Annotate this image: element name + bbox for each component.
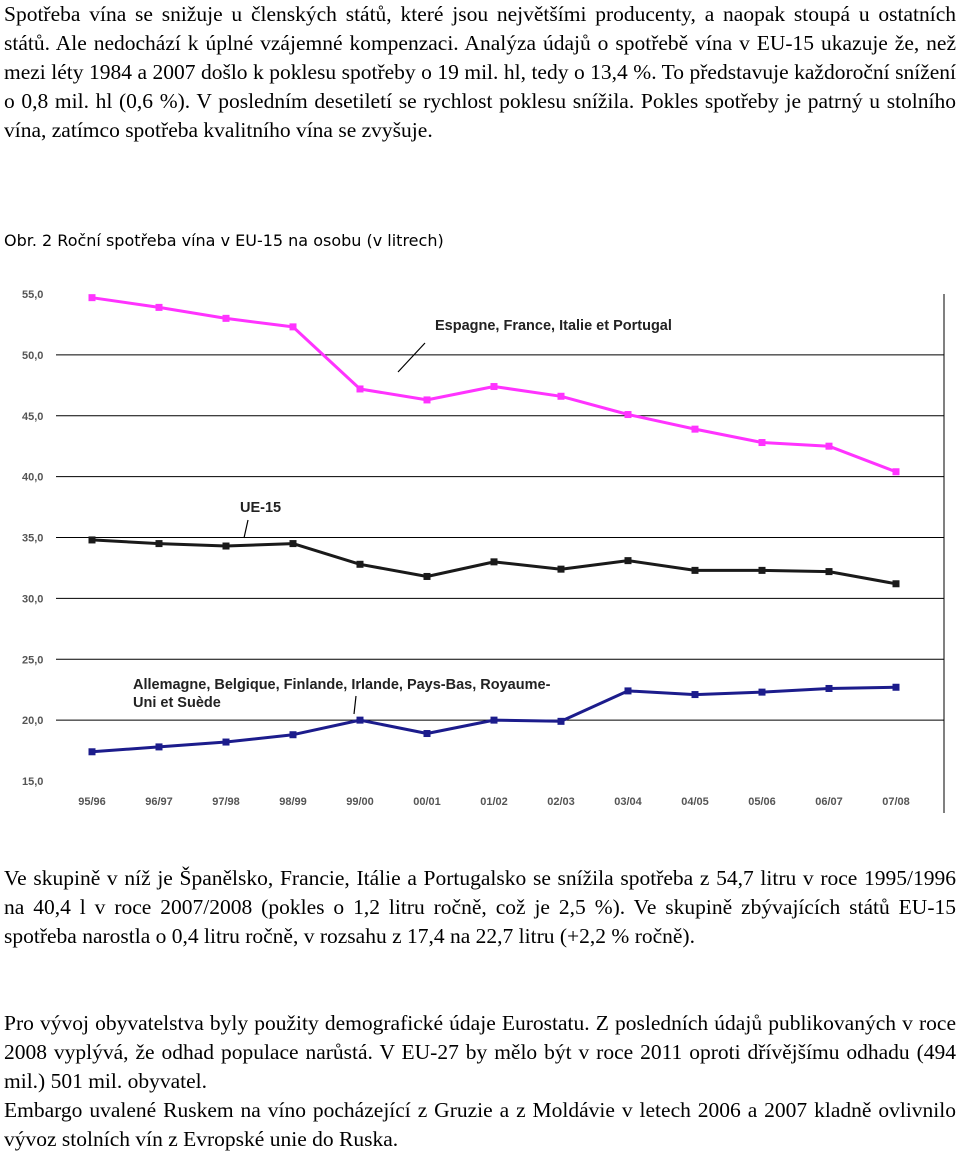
data-point — [423, 396, 431, 404]
data-point — [758, 439, 766, 447]
figure-caption: Obr. 2 Roční spotřeba vína v EU-15 na os… — [4, 231, 444, 250]
group-comparison-paragraph: Ve skupině v níž je Španělsko, Francie, … — [4, 866, 956, 948]
data-point — [557, 392, 565, 400]
annotation-arrow-north — [353, 695, 357, 715]
x-tick-label: 04/05 — [681, 796, 709, 808]
x-tick-label: 01/02 — [480, 796, 508, 808]
annotation-north-group-line2: Uni et Suède — [133, 695, 221, 711]
data-point — [88, 536, 96, 544]
intro-paragraph: Spotřeba vína se snižuje u členských stá… — [4, 2, 956, 142]
data-point — [423, 572, 431, 580]
x-tick-label: 00/01 — [413, 796, 441, 808]
annotation-south-group: Espagne, France, Italie et Portugal — [435, 318, 672, 334]
data-point — [222, 542, 230, 550]
x-tick-label: 95/96 — [78, 796, 106, 808]
data-point — [758, 566, 766, 574]
data-point — [691, 566, 699, 574]
data-point — [356, 560, 364, 568]
data-point — [155, 303, 163, 311]
data-point — [825, 568, 833, 576]
y-tick-label: 40,0 — [22, 472, 43, 484]
data-point — [490, 383, 498, 391]
y-tick-label: 25,0 — [22, 654, 43, 666]
data-point — [490, 558, 498, 566]
x-tick-label: 97/98 — [212, 796, 240, 808]
data-point — [624, 411, 632, 419]
x-tick-label: 96/97 — [145, 796, 173, 808]
x-tick-label: 05/06 — [748, 796, 776, 808]
x-tick-label: 99/00 — [346, 796, 374, 808]
data-point — [155, 540, 163, 548]
x-tick-label: 06/07 — [815, 796, 843, 808]
y-tick-label: 30,0 — [22, 593, 43, 605]
data-point — [825, 442, 833, 450]
annotation-arrow-eu15 — [243, 519, 249, 539]
data-point — [88, 294, 96, 302]
data-point — [691, 425, 699, 433]
data-point — [624, 687, 632, 695]
data-point — [892, 468, 900, 476]
annotation-eu15: UE-15 — [240, 500, 281, 516]
y-tick-labels: 55,0 50,0 45,0 40,0 35,0 30,0 25,0 20,0 15,0 — [22, 289, 43, 788]
data-point — [624, 557, 632, 565]
x-tick-label: 02/03 — [547, 796, 575, 808]
data-point — [356, 716, 364, 724]
wine-consumption-chart: 55,0 50,0 45,0 40,0 35,0 30,0 25,0 20,0 15,0 95/… — [22, 289, 945, 813]
data-point — [88, 748, 96, 756]
data-point — [758, 688, 766, 696]
population-paragraph: Pro vývoj obyvatelstva byly použity demo… — [4, 1011, 956, 1093]
data-point — [289, 540, 297, 548]
annotation-north-group-line1: Allemagne, Belgique, Finlande, Irlande, … — [133, 677, 551, 693]
series-markers — [88, 294, 900, 756]
x-tick-label: 03/04 — [614, 796, 642, 808]
data-point — [490, 716, 498, 724]
x-tick-label: 07/08 — [882, 796, 910, 808]
data-point — [356, 385, 364, 393]
data-point — [423, 730, 431, 738]
data-point — [155, 743, 163, 751]
x-tick-label: 98/99 — [279, 796, 307, 808]
data-point — [892, 683, 900, 691]
y-tick-label: 50,0 — [22, 350, 43, 362]
annotation-arrow-south — [397, 342, 426, 373]
y-tick-label: 55,0 — [22, 289, 43, 301]
data-point — [222, 314, 230, 322]
y-tick-label: 35,0 — [22, 533, 43, 545]
x-tick-labels: 95/96 96/97 97/98 98/99 99/00 00/01 01/02 02/03… — [78, 796, 910, 808]
data-point — [825, 684, 833, 692]
data-point — [557, 717, 565, 725]
data-point — [289, 323, 297, 331]
data-point — [557, 565, 565, 573]
grid-lines — [56, 294, 945, 813]
y-tick-label: 20,0 — [22, 715, 43, 727]
data-point — [289, 731, 297, 739]
embargo-paragraph: Embargo uvalené Ruskem na víno pocházejí… — [4, 1098, 956, 1151]
y-tick-label: 15,0 — [22, 776, 43, 788]
data-point — [691, 691, 699, 699]
data-point — [892, 580, 900, 588]
data-point — [222, 738, 230, 746]
y-tick-label: 45,0 — [22, 411, 43, 423]
